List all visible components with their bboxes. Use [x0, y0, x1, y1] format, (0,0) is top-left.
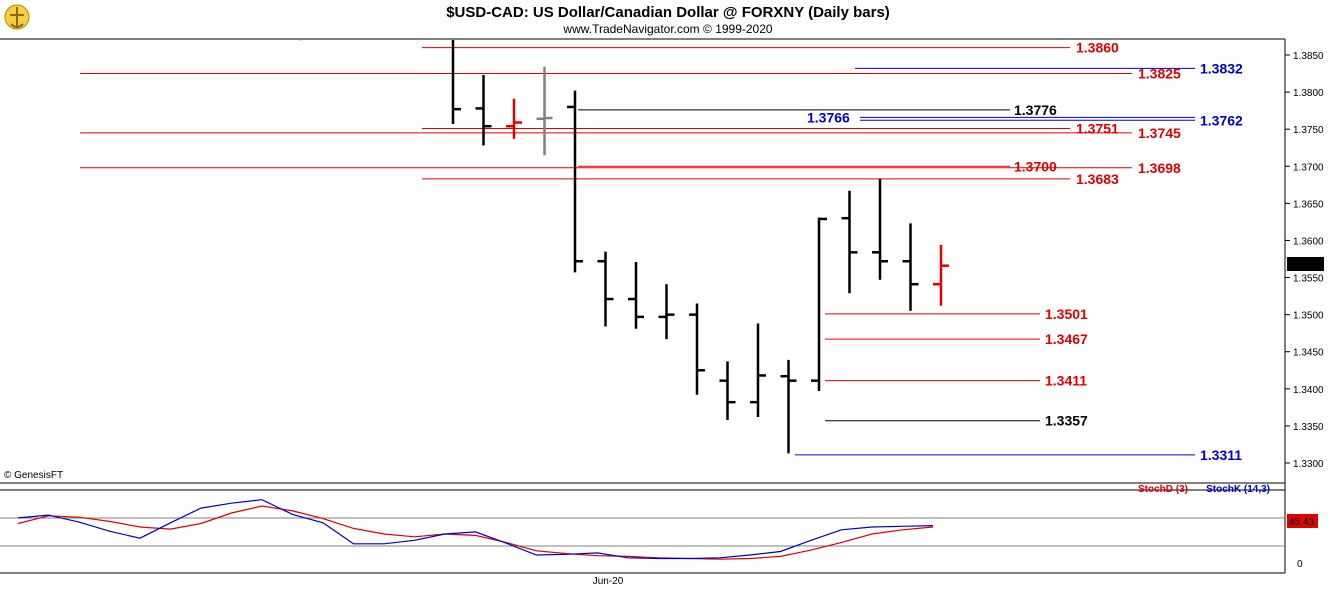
y-tick-label: 1.3300	[1293, 459, 1324, 470]
ohlc-bar	[451, 40, 461, 124]
y-tick-label: 1.3800	[1293, 88, 1324, 99]
stochastic-lines	[17, 499, 934, 560]
y-tick-label: 1.3850	[1293, 51, 1324, 62]
copyright-label: © GenesisFT	[4, 470, 63, 481]
ohlc-bar	[475, 75, 492, 146]
level-label: 1.3683	[1076, 171, 1119, 187]
ohlc-bar	[506, 98, 522, 139]
y-tick-label: 1.3500	[1293, 311, 1324, 322]
y-tick-label: 1.3750	[1293, 125, 1324, 136]
ohlc-bar	[658, 284, 675, 340]
ohlc-bar	[536, 66, 553, 156]
last-price-label: 1.3565	[1290, 260, 1321, 271]
level-label: 1.3501	[1045, 306, 1088, 322]
stoch-last-label: 45.43	[1289, 517, 1314, 528]
y-tick-label: 1.3550	[1293, 274, 1324, 285]
ohlc-bar	[719, 361, 736, 420]
logo-icon	[4, 4, 30, 30]
level-label: 1.3825	[1138, 66, 1181, 82]
ohlc-bar	[902, 223, 919, 311]
legend-stoch-d: StochD (3)	[1138, 484, 1188, 495]
legend-stoch-k: StochK (14,3)	[1206, 484, 1270, 495]
y-tick-label: 1.3350	[1293, 422, 1324, 433]
level-label: 1.3411	[1045, 373, 1087, 389]
stoch-last-marker: 45.43	[1287, 514, 1318, 528]
stoch-d-line	[17, 505, 934, 560]
ohlc-bar	[597, 251, 614, 327]
ohlc-bar	[628, 261, 644, 329]
ohlc-bar	[933, 244, 949, 306]
ohlc-bar	[323, 29, 331, 39]
level-label: 1.3860	[1076, 40, 1119, 56]
price-bars	[299, 29, 949, 454]
level-lines: 1.3860 1.3825 1.3832 1.3776 1.3766 1.3762 1.37…	[80, 40, 1243, 463]
x-tick-label: Jun-20	[593, 576, 624, 587]
level-label: 1.3467	[1045, 331, 1088, 347]
level-label: 1.3700	[1014, 158, 1057, 174]
level-label: 1.3311	[1200, 447, 1242, 463]
ohlc-bar	[689, 303, 705, 395]
ohlc-bar	[299, 40, 302, 41]
ohlc-bar	[841, 190, 858, 294]
level-label: 1.3766	[807, 109, 850, 125]
level-label: 1.3698	[1138, 160, 1181, 176]
last-price-marker: 1.3565	[1287, 257, 1324, 271]
y-tick-label: 1.3400	[1293, 385, 1324, 396]
chart-subtitle: www.TradeNavigator.com © 1999-2020	[562, 22, 772, 36]
ohlc-bar	[872, 178, 888, 280]
chart-title: $USD-CAD: US Dollar/Canadian Dollar @ FO…	[446, 4, 890, 21]
y-tick-label: 1.3650	[1293, 199, 1324, 210]
stoch-k-line	[17, 499, 934, 560]
y-axis-ticks: 1.3850 1.3800 1.3750 1.3700 1.3650 1.3600 1.35…	[1285, 51, 1324, 470]
ohlc-bar	[750, 323, 766, 418]
level-label: 1.3751	[1076, 120, 1119, 136]
ohlc-bar	[780, 359, 797, 454]
level-label: 1.3745	[1138, 125, 1181, 141]
level-label: 1.3776	[1014, 102, 1057, 118]
level-label: 1.3762	[1200, 112, 1243, 128]
level-label: 1.3832	[1200, 60, 1243, 76]
price-panel	[0, 39, 1285, 482]
ohlc-bar	[811, 217, 827, 392]
level-label: 1.3357	[1045, 413, 1088, 429]
y-tick-label: 1.3700	[1293, 162, 1324, 173]
y-tick-label: 1.3600	[1293, 236, 1324, 247]
y-tick-label: 1.3450	[1293, 348, 1324, 359]
stoch-tick-zero: 0	[1297, 559, 1303, 570]
ohlc-bar	[567, 90, 583, 273]
